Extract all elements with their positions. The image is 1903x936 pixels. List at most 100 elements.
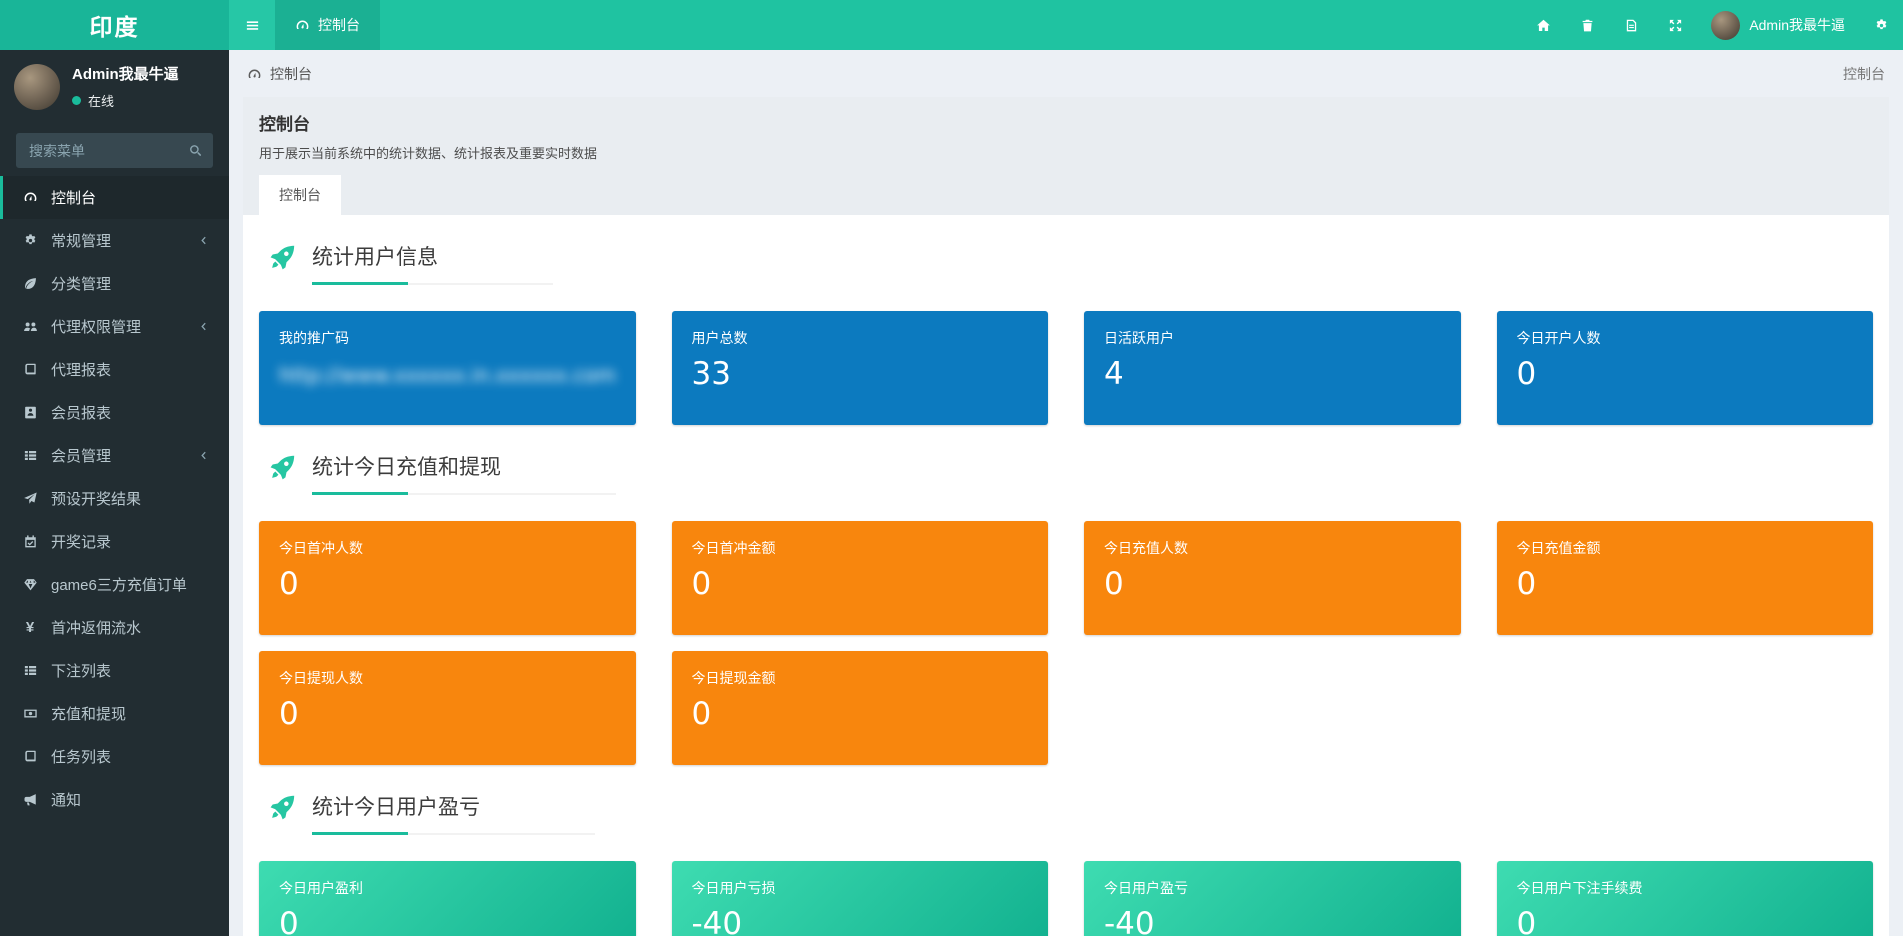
- section-heading: 统计用户信息: [269, 241, 1873, 285]
- stat-card-label: 今日用户盈亏: [1104, 880, 1188, 896]
- breadcrumb-link[interactable]: 控制台: [247, 64, 312, 84]
- breadcrumb-right-label: 控制台: [1843, 66, 1885, 82]
- nav-tab-console[interactable]: 控制台: [275, 0, 380, 50]
- sidebar-item-13[interactable]: 任务列表: [0, 735, 229, 778]
- chevron-left-icon: [192, 321, 214, 332]
- sidebar-item-3[interactable]: 代理权限管理: [0, 305, 229, 348]
- sidebar-item-label: 会员报表: [51, 405, 112, 422]
- card-grid: 今日用户盈利 0 今日用户亏损 -40 今日用户盈亏 -40 今日用户下注手续费 0: [259, 861, 1873, 936]
- sidebar-item-12[interactable]: 充值和提现: [0, 692, 229, 735]
- refresh-cache-icon: [1624, 18, 1639, 33]
- stat-card-label: 今日首冲金额: [691, 540, 776, 556]
- gem-icon: [19, 577, 41, 592]
- stat-card: 今日用户亏损 -40: [671, 861, 1048, 936]
- sidebar-item-label: 常规管理: [51, 233, 112, 250]
- stat-card-label: 今日用户下注手续费: [1516, 880, 1643, 896]
- stat-card: 今日用户下注手续费 0: [1496, 861, 1873, 936]
- sidebar-item-1[interactable]: 常规管理: [0, 219, 229, 262]
- brand-logo[interactable]: 印度: [0, 0, 229, 50]
- stat-card-value: 0: [691, 566, 712, 602]
- sidebar-item-5[interactable]: 会员报表: [0, 391, 229, 434]
- rocket-icon: [269, 793, 297, 821]
- list-icon: [19, 448, 41, 463]
- stat-card-value: -40: [1104, 906, 1155, 936]
- stat-card-label: 今日提现金额: [691, 670, 776, 686]
- stat-card-value: 0: [1516, 356, 1537, 392]
- stat-card-value: 0: [279, 696, 299, 732]
- sidebar-item-0[interactable]: 控制台: [0, 176, 229, 219]
- sidebar-item-14[interactable]: 通知: [0, 778, 229, 821]
- search-input[interactable]: [16, 133, 213, 168]
- stat-card-label: 今日用户盈利: [279, 880, 363, 896]
- top-navbar: 印度 控制台 Admin我最牛逼: [0, 0, 1903, 50]
- trash-button[interactable]: [1565, 0, 1609, 50]
- money-icon: [19, 706, 41, 721]
- calendar-icon: [19, 534, 41, 549]
- stat-card: 今日充值人数 0: [1084, 521, 1461, 635]
- stat-card: 我的推广码 http://www.xxxxxx.in.xxxxxx.com: [259, 311, 636, 425]
- sidebar: Admin我最牛逼 在线 控制台常规管理分类管理代理权限管理代理报表会员报表会员…: [0, 50, 229, 936]
- sidebar-item-2[interactable]: 分类管理: [0, 262, 229, 305]
- stat-card-value: 33: [691, 356, 731, 392]
- stat-card-label: 今日首冲人数: [279, 540, 363, 556]
- sidebar-item-4[interactable]: 代理报表: [0, 348, 229, 391]
- sidebar-item-label: 分类管理: [51, 276, 112, 293]
- section-heading: 统计今日用户盈亏: [269, 791, 1873, 835]
- console-panel: 控制台 用于展示当前系统中的统计数据、统计报表及重要实时数据 控制台 统计用户信…: [243, 97, 1889, 936]
- search-icon[interactable]: [178, 134, 212, 167]
- user-menu[interactable]: Admin我最牛逼: [1697, 10, 1859, 40]
- gauge-icon: [247, 67, 262, 82]
- home-icon: [1536, 18, 1551, 33]
- gauge-icon: [19, 190, 41, 205]
- stat-card-label: 今日充值金额: [1516, 540, 1601, 556]
- gauge-icon: [295, 18, 310, 33]
- yen-icon: ¥: [25, 619, 35, 636]
- stat-card-value: 0: [279, 906, 299, 936]
- stat-card-value: 0: [1104, 566, 1124, 602]
- sidebar-toggle-button[interactable]: [229, 0, 275, 50]
- sidebar-item-label: 充值和提现: [51, 706, 127, 723]
- rocket-icon: [269, 453, 297, 481]
- sidebar-item-label: 任务列表: [51, 749, 112, 766]
- stat-card: 日活跃用户 4: [1084, 311, 1461, 425]
- sidebar-item-6[interactable]: 会员管理: [0, 434, 229, 477]
- sidebar-item-11[interactable]: 下注列表: [0, 649, 229, 692]
- stat-card: 今日提现金额 0: [671, 651, 1048, 765]
- sidebar-user-panel: Admin我最牛逼 在线: [0, 50, 229, 123]
- users-icon: [19, 319, 41, 334]
- sidebar-item-7[interactable]: 预设开奖结果: [0, 477, 229, 520]
- user-name: Admin我最牛逼: [1749, 17, 1845, 33]
- sidebar-item-8[interactable]: 开奖记录: [0, 520, 229, 563]
- section-title: 统计用户信息: [312, 241, 553, 285]
- send-icon: [19, 491, 41, 506]
- section-heading: 统计今日充值和提现: [269, 451, 1873, 495]
- stat-card-value: 4: [1104, 356, 1124, 392]
- settings-button[interactable]: [1859, 0, 1903, 50]
- fullscreen-button[interactable]: [1653, 0, 1697, 50]
- card-grid: 我的推广码 http://www.xxxxxx.in.xxxxxx.com 用户总数…: [259, 311, 1873, 425]
- breadcrumb: 控制台 控制台: [229, 50, 1903, 97]
- nav-tab-label: 控制台: [318, 17, 360, 33]
- section-title: 统计今日用户盈亏: [312, 791, 595, 835]
- online-status-label: 在线: [88, 94, 115, 109]
- chevron-left-icon: [192, 235, 214, 246]
- panel-header: 控制台 用于展示当前系统中的统计数据、统计报表及重要实时数据 控制台: [243, 97, 1889, 215]
- stat-card-value: 0: [1516, 566, 1537, 602]
- stat-card-value: 0: [691, 696, 712, 732]
- stat-card: 今日用户盈利 0: [259, 861, 636, 936]
- sidebar-item-9[interactable]: game6三方充值订单: [0, 563, 229, 606]
- refresh-cache-button[interactable]: [1609, 0, 1653, 50]
- panel-tabs: 控制台: [259, 175, 1873, 215]
- sidebar-item-label: 开奖记录: [51, 534, 112, 551]
- sidebar-user-status: 在线: [72, 91, 179, 110]
- sidebar-item-10[interactable]: ¥ 首冲返佣流水: [0, 606, 229, 649]
- bullhorn-icon: [19, 792, 41, 807]
- online-dot-icon: [72, 96, 81, 105]
- tab-console[interactable]: 控制台: [259, 175, 341, 215]
- home-button[interactable]: [1521, 0, 1565, 50]
- sidebar-item-label: 代理权限管理: [51, 319, 142, 336]
- sidebar-menu: 控制台常规管理分类管理代理权限管理代理报表会员报表会员管理 预设开奖结果开奖记录 g…: [0, 176, 229, 821]
- idcard-icon: [19, 405, 41, 420]
- sidebar-item-label: 首冲返佣流水: [51, 620, 142, 637]
- rocket-icon: [269, 243, 297, 271]
